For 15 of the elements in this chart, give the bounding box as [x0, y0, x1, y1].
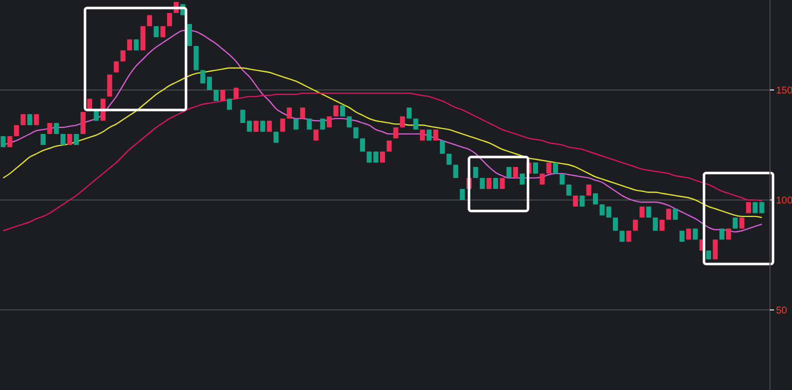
line-series [2, 92, 762, 232]
candlestick [440, 140, 445, 154]
candlestick [240, 109, 246, 124]
candlestick [280, 118, 286, 132]
y-tick-label: 100 [776, 195, 792, 206]
candlestick [80, 111, 86, 134]
candlestick [453, 164, 458, 178]
candlestick [652, 217, 658, 232]
line-series [2, 30, 762, 232]
candlestick [712, 239, 718, 260]
y-tick-label: 150 [776, 85, 792, 96]
candlestick [107, 74, 112, 98]
candlestick [612, 217, 618, 232]
line-series [2, 67, 762, 218]
y-tick-label: 50 [776, 305, 788, 316]
